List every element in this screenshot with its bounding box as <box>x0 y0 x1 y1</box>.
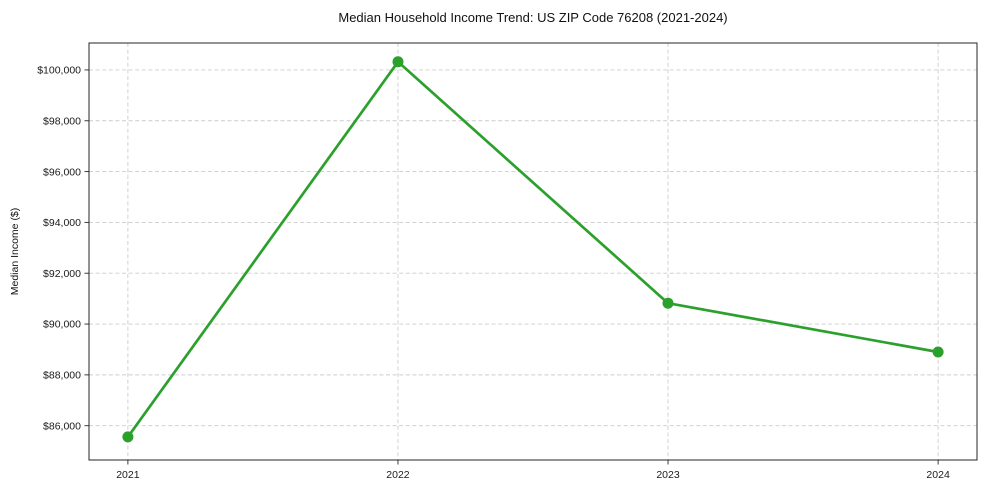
axes-layer: $86,000 $88,000 $90,000 $92,000 $94,000 $96,0… <box>37 42 978 481</box>
series-layer <box>122 56 944 443</box>
y-tick-label: $86,000 <box>43 420 81 432</box>
data-points <box>122 56 944 443</box>
y-tick-label: $96,000 <box>43 166 81 178</box>
x-tick-label: 2021 <box>116 469 140 481</box>
data-point-2021 <box>122 431 134 443</box>
y-tick-label: $100,000 <box>37 65 81 77</box>
grid-lines <box>89 43 977 460</box>
x-tick-label: 2022 <box>386 469 410 481</box>
y-tick-label: $94,000 <box>43 217 81 229</box>
y-tick-label: $92,000 <box>43 268 81 280</box>
plot-border <box>88 42 978 461</box>
y-tick-label: $88,000 <box>43 370 81 382</box>
income-trend-line <box>126 60 940 439</box>
x-tick-label: 2024 <box>926 469 950 481</box>
data-point-2024 <box>932 346 944 358</box>
x-tick-label: 2023 <box>656 469 680 481</box>
chart-title: Median Household Income Trend: US ZIP Co… <box>338 10 727 25</box>
data-point-2022 <box>392 56 404 68</box>
y-tick-label: $98,000 <box>43 115 81 127</box>
y-axis-label: Median Income ($) <box>9 208 21 296</box>
data-point-2023 <box>662 297 674 309</box>
y-tick-label: $90,000 <box>43 319 81 331</box>
